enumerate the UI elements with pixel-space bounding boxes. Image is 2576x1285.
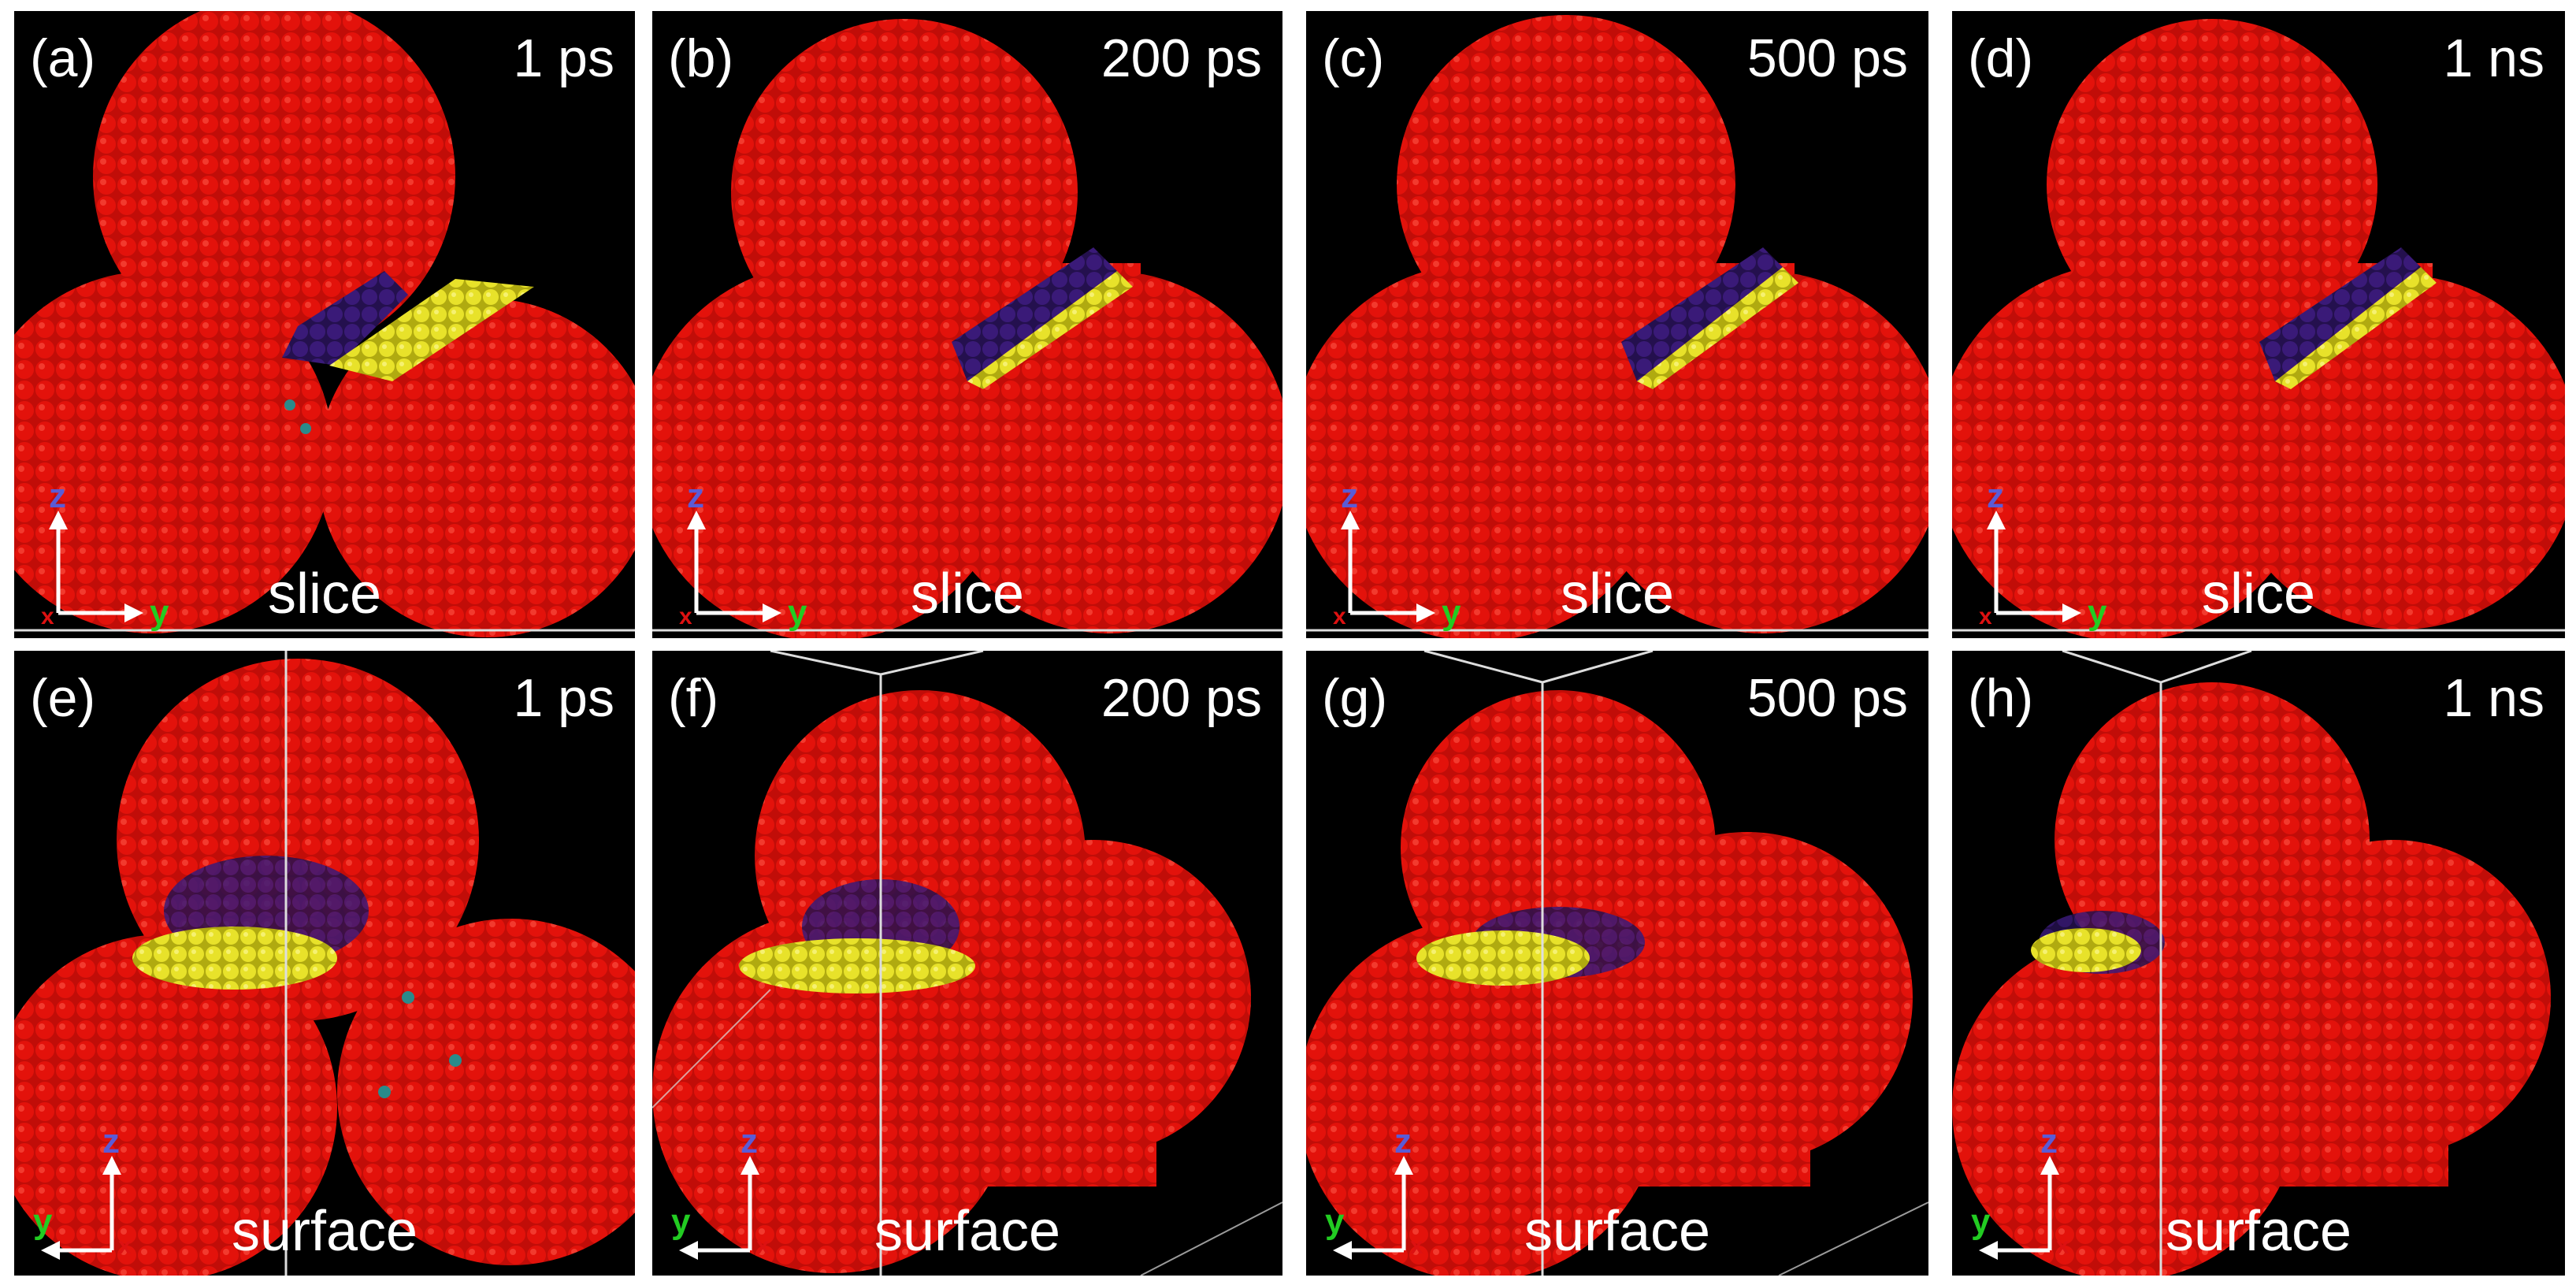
panel-letter: (e) <box>30 668 96 728</box>
view-label: surface <box>2165 1200 2352 1263</box>
axis-z-label: z <box>49 477 66 515</box>
axis-x-label: x <box>1410 1233 1423 1259</box>
view-label: surface <box>874 1200 1061 1263</box>
time-label: 200 ps <box>1101 668 1262 728</box>
axis-z-label: z <box>102 1122 120 1161</box>
view-label: slice <box>910 563 1025 626</box>
axis-x-label: x <box>2056 1233 2069 1259</box>
panel-e: (e) 1 ps surface z y x <box>14 651 635 1276</box>
panel-letter: (c) <box>1322 28 1385 88</box>
view-label: slice <box>1560 563 1675 626</box>
view-label: slice <box>267 563 382 626</box>
panel-c: (c) 500 ps slice z y x <box>1306 11 1928 638</box>
axis-y-label: y <box>1442 593 1461 632</box>
panel-h: (h) 1 ns surface z y x <box>1952 651 2565 1276</box>
axis-x-label: x <box>118 1233 132 1259</box>
time-label: 1 ns <box>2443 668 2544 728</box>
axes-triad: z y x <box>1325 477 1467 632</box>
axis-z-label: z <box>741 1122 758 1161</box>
axis-z-label: z <box>1987 477 2004 515</box>
axis-y-label: y <box>150 593 169 632</box>
axis-y-label: y <box>1325 1202 1345 1241</box>
axes-triad: z y x <box>671 1116 813 1266</box>
panel-f: (f) 200 ps surface z y x <box>652 651 1282 1276</box>
view-label: slice <box>2201 563 2316 626</box>
axes-triad: z y x <box>1325 1116 1467 1266</box>
nanoparticle-slice-a <box>14 11 635 637</box>
axis-y-label: y <box>788 593 807 632</box>
time-label: 1 ps <box>513 28 614 88</box>
nanoparticle-slice-c <box>1306 15 1928 638</box>
axis-z-label: z <box>1341 477 1358 515</box>
panel-g: (g) 500 ps surface z y x <box>1306 651 1928 1276</box>
panel-letter: (a) <box>30 28 96 88</box>
axes-triad: z y x <box>33 1116 175 1266</box>
axes-triad: z y x <box>1971 1116 2113 1266</box>
panel-letter: (h) <box>1968 668 2034 728</box>
axis-z-label: z <box>2040 1122 2058 1161</box>
axes-triad: z y x <box>671 477 813 632</box>
panel-letter: (d) <box>1968 28 2034 88</box>
axis-x-label: x <box>1333 604 1346 630</box>
axis-x-label: x <box>679 604 692 630</box>
nanoparticle-surface-g <box>1306 651 1928 1276</box>
axis-y-label: y <box>1971 1202 1991 1241</box>
nanoparticle-surface-f <box>652 651 1282 1276</box>
axis-y-label: y <box>671 1202 691 1241</box>
axis-z-label: z <box>687 477 704 515</box>
panel-a: (a) 1 ps slice z y x <box>14 11 635 638</box>
axis-y-label: y <box>33 1202 53 1241</box>
nanoparticle-slice-b <box>652 19 1282 638</box>
panel-letter: (g) <box>1322 668 1388 728</box>
axis-z-label: z <box>1394 1122 1412 1161</box>
time-label: 200 ps <box>1101 28 1262 88</box>
panel-d: (d) 1 ns slice z y x <box>1952 11 2565 638</box>
axis-y-label: y <box>2088 593 2107 632</box>
time-label: 1 ns <box>2443 28 2544 88</box>
axis-x-label: x <box>1979 604 1992 630</box>
panel-letter: (b) <box>668 28 734 88</box>
view-label: surface <box>231 1200 418 1263</box>
time-label: 1 ps <box>513 668 614 728</box>
time-label: 500 ps <box>1746 668 1908 728</box>
nanoparticle-surface-h <box>1952 651 2551 1276</box>
nanoparticle-slice-d <box>1952 19 2565 638</box>
view-label: surface <box>1524 1200 1711 1263</box>
panel-b: (b) 200 ps slice z y x <box>652 11 1282 638</box>
nanoparticle-surface-e <box>14 651 635 1276</box>
time-label: 500 ps <box>1746 28 1908 88</box>
axes-triad: z y x <box>1971 477 2113 632</box>
axes-triad: z y x <box>33 477 175 632</box>
axis-x-label: x <box>756 1233 770 1259</box>
panel-letter: (f) <box>668 668 719 728</box>
axis-x-label: x <box>41 604 54 630</box>
